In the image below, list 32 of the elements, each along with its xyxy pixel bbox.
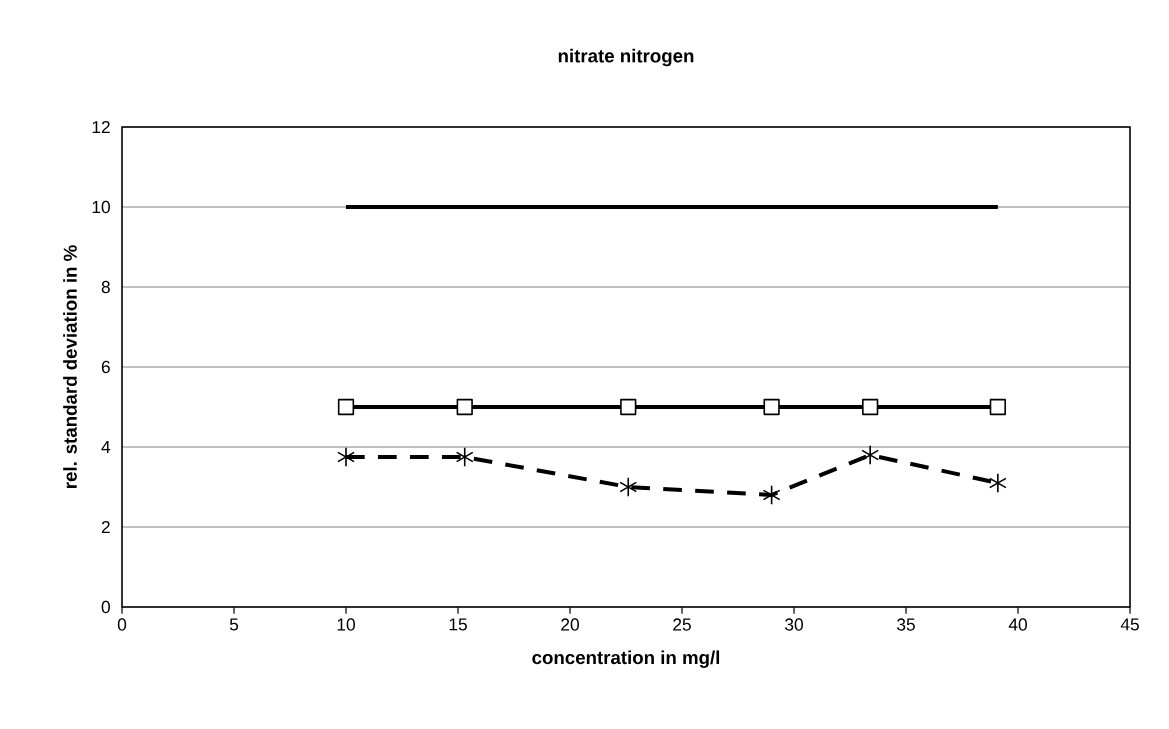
x-tick-label: 40 — [1008, 618, 1027, 631]
x-axis-title: concentration in mg/l — [532, 650, 720, 668]
x-tick-label: 0 — [117, 618, 127, 631]
point — [456, 398, 473, 416]
point — [989, 398, 1006, 416]
point — [988, 472, 1007, 494]
chart-title: nitrate nitrogen — [558, 48, 694, 67]
x-tick-label: 30 — [785, 618, 803, 631]
x-tick-label: 5 — [229, 618, 239, 631]
point — [861, 444, 880, 466]
point — [762, 484, 781, 506]
y-tick-label: 4 — [101, 441, 111, 453]
x-tick-label: 15 — [449, 618, 467, 631]
point — [337, 446, 355, 468]
point — [619, 476, 638, 498]
point — [862, 398, 879, 416]
point — [620, 398, 637, 416]
y-tick-label: 12 — [92, 120, 110, 134]
y-tick-label: 8 — [101, 280, 110, 294]
x-tick-label: 10 — [337, 618, 355, 631]
y-tick-label: 0 — [101, 600, 110, 614]
y-axis-title: rel. standard deviation in % — [63, 245, 77, 488]
y-tick-label: 10 — [92, 200, 110, 214]
y-tick-label: 2 — [101, 520, 110, 534]
x-tick-label: 20 — [561, 618, 579, 631]
point — [455, 446, 474, 468]
x-tick-label: 25 — [673, 618, 691, 631]
x-tick-label: 45 — [1120, 618, 1139, 631]
x-tick-label: 35 — [897, 618, 915, 631]
point — [337, 398, 355, 416]
y-tick-label: 6 — [101, 360, 110, 374]
point — [763, 398, 780, 416]
